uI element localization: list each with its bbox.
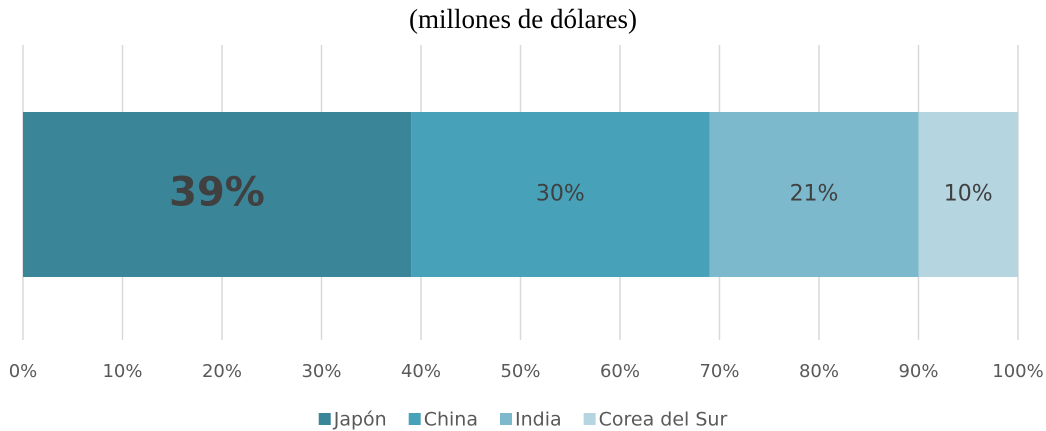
legend-label: Corea del Sur	[599, 409, 728, 431]
legend-swatch	[499, 413, 512, 425]
bar-segment	[411, 112, 710, 277]
chart-title: (millones de dólares)	[409, 4, 637, 34]
x-tick-label: 30%	[301, 361, 341, 382]
bar-segment	[709, 112, 919, 277]
legend-swatch	[408, 413, 421, 425]
value-label: 10%	[944, 182, 993, 207]
x-tick-label: 20%	[202, 361, 242, 382]
x-tick-label: 100%	[992, 361, 1043, 382]
x-tick-label: 80%	[799, 361, 839, 382]
legend-swatch	[318, 413, 331, 425]
value-label: 30%	[536, 182, 585, 207]
legend-label: Japón	[333, 409, 387, 431]
bar-segment	[23, 112, 412, 277]
legend-swatch	[583, 413, 596, 425]
bar-segment	[918, 112, 1018, 277]
value-label: 39%	[169, 170, 265, 216]
x-tick-label: 0%	[9, 361, 38, 382]
x-tick-label: 40%	[401, 361, 441, 382]
legend-label: India	[515, 409, 562, 431]
value-label: 21%	[790, 182, 839, 207]
x-tick-label: 60%	[600, 361, 640, 382]
x-tick-label: 70%	[699, 361, 739, 382]
x-tick-label: 10%	[102, 361, 142, 382]
x-tick-label: 90%	[898, 361, 938, 382]
x-tick-label: 50%	[500, 361, 540, 382]
legend-label: China	[424, 409, 478, 431]
